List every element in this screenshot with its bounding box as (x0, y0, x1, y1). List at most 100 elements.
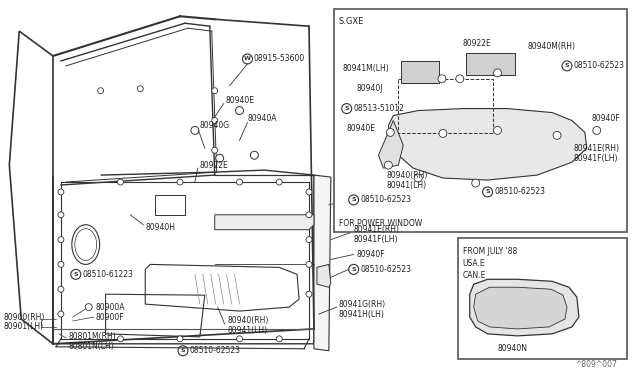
Text: 80940M(RH): 80940M(RH) (527, 42, 575, 51)
Text: 80922E: 80922E (200, 161, 228, 170)
Polygon shape (317, 264, 331, 287)
Text: 80940E: 80940E (226, 96, 255, 105)
Circle shape (493, 126, 502, 134)
Circle shape (276, 336, 282, 342)
Text: 80941M(LH): 80941M(LH) (343, 64, 390, 73)
Bar (458, 238, 627, 359)
Text: 80900(RH): 80900(RH) (3, 312, 45, 321)
Text: S: S (351, 198, 356, 202)
Text: 80940G: 80940G (200, 121, 230, 130)
Text: 80940J: 80940J (356, 84, 383, 93)
Text: 80801N(LH): 80801N(LH) (69, 342, 115, 351)
Text: 80900A: 80900A (95, 302, 125, 312)
Circle shape (553, 131, 561, 140)
Circle shape (58, 237, 64, 243)
Text: 80941F(LH): 80941F(LH) (574, 154, 618, 163)
Circle shape (276, 179, 282, 185)
Bar (401, 61, 439, 83)
Circle shape (191, 126, 199, 134)
Circle shape (177, 179, 183, 185)
Circle shape (216, 154, 223, 162)
Text: S: S (180, 348, 186, 353)
Text: 08510-62523: 08510-62523 (360, 265, 412, 274)
Text: 08510-62523: 08510-62523 (574, 61, 625, 70)
Polygon shape (388, 109, 587, 180)
Bar (155, 195, 185, 215)
Circle shape (387, 128, 394, 137)
Circle shape (177, 336, 183, 342)
Text: 80900F: 80900F (95, 312, 124, 321)
Text: 80941E(RH): 80941E(RH) (354, 225, 399, 234)
Text: 08510-61223: 08510-61223 (83, 270, 134, 279)
Circle shape (212, 88, 218, 94)
Circle shape (118, 179, 124, 185)
Polygon shape (378, 121, 403, 168)
Circle shape (306, 212, 312, 218)
Circle shape (472, 179, 479, 187)
Text: 08510-62523: 08510-62523 (495, 187, 545, 196)
Text: 80940F: 80940F (592, 114, 620, 123)
Polygon shape (215, 215, 314, 230)
Text: 80941H(LH): 80941H(LH) (339, 310, 385, 318)
Text: 08510-62523: 08510-62523 (360, 195, 412, 204)
Text: ^809^007: ^809^007 (575, 360, 616, 369)
Text: S.GXE: S.GXE (339, 17, 364, 26)
Circle shape (138, 86, 143, 92)
Circle shape (439, 129, 447, 137)
Circle shape (493, 69, 502, 77)
Circle shape (58, 286, 64, 292)
Circle shape (98, 88, 104, 94)
Text: 80941(LH): 80941(LH) (228, 326, 268, 336)
Circle shape (593, 126, 601, 134)
Text: 80940F: 80940F (356, 250, 385, 259)
Text: USA.E: USA.E (463, 259, 485, 268)
Circle shape (58, 262, 64, 267)
Circle shape (58, 311, 64, 317)
Text: 80940H: 80940H (145, 223, 175, 232)
Text: 80941(LH): 80941(LH) (387, 180, 426, 189)
Text: 80940E: 80940E (347, 124, 376, 133)
Circle shape (306, 237, 312, 243)
Text: FROM JULY '88: FROM JULY '88 (463, 247, 517, 256)
Polygon shape (470, 279, 579, 336)
Circle shape (306, 291, 312, 297)
Text: S: S (351, 267, 356, 272)
Text: 80940(RH): 80940(RH) (387, 171, 428, 180)
Circle shape (85, 304, 92, 311)
Text: 80940A: 80940A (248, 114, 277, 123)
Text: 80941G(RH): 80941G(RH) (339, 299, 386, 309)
Text: S: S (485, 189, 490, 195)
Text: W: W (244, 57, 251, 61)
Text: 80941E(RH): 80941E(RH) (574, 144, 620, 153)
Text: 80941F(LH): 80941F(LH) (354, 235, 398, 244)
Text: S: S (74, 272, 78, 277)
Circle shape (237, 179, 243, 185)
Circle shape (212, 118, 218, 124)
Circle shape (306, 189, 312, 195)
Circle shape (385, 161, 392, 169)
Circle shape (236, 107, 243, 115)
Circle shape (118, 336, 124, 342)
Circle shape (456, 75, 464, 83)
Text: 80922E: 80922E (463, 39, 492, 48)
Text: FOR POWER WINDOW: FOR POWER WINDOW (339, 219, 422, 228)
Circle shape (438, 75, 446, 83)
Text: S: S (564, 63, 570, 68)
Text: S: S (344, 106, 349, 111)
Text: CAN.E: CAN.E (463, 271, 486, 280)
Text: 80940(RH): 80940(RH) (228, 317, 269, 326)
Bar (466, 53, 515, 75)
Circle shape (212, 147, 218, 153)
Text: 80940N: 80940N (497, 344, 527, 353)
Text: 08915-53600: 08915-53600 (253, 54, 305, 64)
Text: 08513-51012: 08513-51012 (354, 104, 404, 113)
Circle shape (237, 336, 243, 342)
Text: 80801M(RH): 80801M(RH) (69, 332, 116, 341)
Circle shape (250, 151, 259, 159)
Circle shape (58, 212, 64, 218)
Text: 08510-62523: 08510-62523 (190, 346, 241, 355)
Bar (334, 9, 627, 232)
Bar (398, 79, 493, 134)
Text: 80901(LH): 80901(LH) (3, 323, 44, 331)
Circle shape (306, 262, 312, 267)
